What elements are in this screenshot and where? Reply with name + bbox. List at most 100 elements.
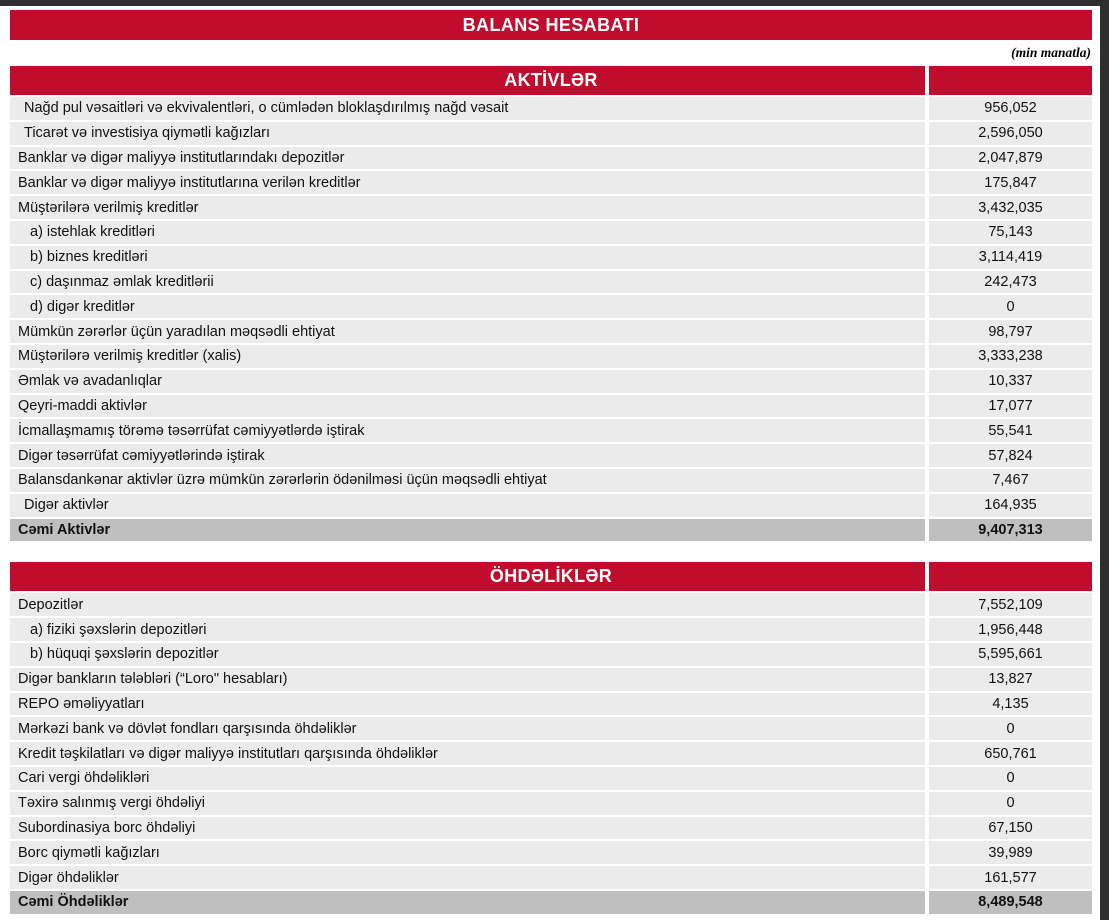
row-label: Borc qiymətli kağızları xyxy=(10,841,925,865)
row-value: 0 xyxy=(929,717,1092,741)
row-label: Digər aktivlər xyxy=(10,493,925,517)
table-row: c) daşınmaz əmlak kreditlərii 242,473 xyxy=(10,270,1092,294)
row-value: 98,797 xyxy=(929,320,1092,343)
table-row: Digər təsərrüfat cəmiyyətlərində iştirak… xyxy=(10,444,1092,467)
table-row: Əmlak və avadanlıqlar 10,337 xyxy=(10,369,1092,393)
row-label: Digər bankların tələbləri (“Loro" hesabl… xyxy=(10,667,925,691)
window-right-border xyxy=(1100,0,1109,920)
table-row: a) fiziki şəxslərin depozitləri 1,956,44… xyxy=(10,618,1092,641)
row-value: 0 xyxy=(929,791,1092,815)
assets-header-banner: AKTİVLƏR xyxy=(10,66,1092,95)
row-value: 956,052 xyxy=(929,97,1092,120)
row-value: 17,077 xyxy=(929,394,1092,418)
row-label: Digər öhdəliklər xyxy=(10,866,925,889)
row-label: a) fiziki şəxslərin depozitləri xyxy=(10,618,925,641)
table-row: a) istehlak kreditləri 75,143 xyxy=(10,220,1092,244)
table-row: Müştərilərə verilmiş kreditlər 3,432,035 xyxy=(10,196,1092,219)
row-value: 10,337 xyxy=(929,369,1092,393)
row-value: 8,489,548 xyxy=(929,890,1092,914)
assets-banner-label-cell xyxy=(10,66,925,95)
liabilities-header: ÖHDƏLİKLƏR xyxy=(489,566,613,587)
row-value: 5,595,661 xyxy=(929,642,1092,666)
row-label: Mərkəzi bank və dövlət fondları qarşısın… xyxy=(10,717,925,741)
row-value: 3,432,035 xyxy=(929,196,1092,219)
liabilities-header-banner: ÖHDƏLİKLƏR xyxy=(10,562,1092,592)
row-label: b) hüquqi şəxslərin depozitlər xyxy=(10,642,925,666)
row-value: 3,114,419 xyxy=(929,245,1092,269)
row-label: Digər təsərrüfat cəmiyyətlərində iştirak xyxy=(10,444,925,467)
row-label: Depozitlər xyxy=(10,593,925,617)
row-label: Təxirə salınmış vergi öhdəliyi xyxy=(10,791,925,815)
table-row: Digər aktivlər 164,935 xyxy=(10,493,1092,517)
assets-header: AKTİVLƏR xyxy=(504,70,598,90)
row-label: Müştərilərə verilmiş kreditlər (xalis) xyxy=(10,344,925,368)
row-value: 39,989 xyxy=(929,841,1092,865)
table-row: Müştərilərə verilmiş kreditlər (xalis) 3… xyxy=(10,344,1092,368)
table-row: d) digər kreditlər 0 xyxy=(10,295,1092,319)
row-value: 161,577 xyxy=(929,866,1092,889)
row-label: Cəmi Öhdəliklər xyxy=(10,890,925,914)
row-value: 67,150 xyxy=(929,816,1092,840)
table-row: İcmallaşmamış törəmə təsərrüfat cəmiyyət… xyxy=(10,419,1092,443)
row-label: Qeyri-maddi aktivlər xyxy=(10,394,925,418)
row-value: 1,956,448 xyxy=(929,618,1092,641)
table-row: Mərkəzi bank və dövlət fondları qarşısın… xyxy=(10,717,1092,741)
row-value: 4,135 xyxy=(929,692,1092,716)
table-row: Banklar və digər maliyyə institutlarında… xyxy=(10,146,1092,170)
assets-section: AKTİVLƏR Nağd pul vəsaitləri və ekvivale… xyxy=(10,66,1092,542)
row-label: Cəmi Aktivlər xyxy=(10,518,925,542)
liabilities-rows: Depozitlər 7,552,109 a) fiziki şəxslərin… xyxy=(10,593,1092,914)
table-row: Borc qiymətli kağızları 39,989 xyxy=(10,841,1092,865)
row-value: 3,333,238 xyxy=(929,344,1092,368)
report-title-banner: BALANS HESABATI xyxy=(10,10,1092,40)
table-row: Digər bankların tələbləri (“Loro" hesabl… xyxy=(10,667,1092,691)
row-value: 242,473 xyxy=(929,270,1092,294)
row-label: Kredit təşkilatları və digər maliyyə ins… xyxy=(10,742,925,765)
row-label: Əmlak və avadanlıqlar xyxy=(10,369,925,393)
row-value: 75,143 xyxy=(929,220,1092,244)
row-label: Mümkün zərərlər üçün yaradılan məqsədli … xyxy=(10,320,925,343)
liabilities-banner-label-cell xyxy=(10,562,925,592)
unit-note: (min manatla) xyxy=(1011,45,1091,60)
table-row: Təxirə salınmış vergi öhdəliyi 0 xyxy=(10,791,1092,815)
row-value: 0 xyxy=(929,295,1092,319)
row-label: Balansdankənar aktivlər üzrə mümkün zərə… xyxy=(10,468,925,492)
row-label: b) biznes kreditləri xyxy=(10,245,925,269)
total-row: Cəmi Aktivlər 9,407,313 xyxy=(10,518,1092,542)
total-row: Cəmi Öhdəliklər 8,489,548 xyxy=(10,890,1092,914)
row-label: Banklar və digər maliyyə institutlarında… xyxy=(10,146,925,170)
row-value: 164,935 xyxy=(929,493,1092,517)
row-value: 175,847 xyxy=(929,171,1092,195)
table-row: Qeyri-maddi aktivlər 17,077 xyxy=(10,394,1092,418)
liabilities-banner-value-cell xyxy=(929,562,1092,592)
row-value: 55,541 xyxy=(929,419,1092,443)
row-label: Banklar və digər maliyyə institutlarına … xyxy=(10,171,925,195)
row-value: 13,827 xyxy=(929,667,1092,691)
table-row: REPO əməliyyatları 4,135 xyxy=(10,692,1092,716)
row-value: 9,407,313 xyxy=(929,518,1092,542)
row-label: Cari vergi öhdəlikləri xyxy=(10,766,925,790)
row-value: 0 xyxy=(929,766,1092,790)
table-row: Subordinasiya borc öhdəliyi 67,150 xyxy=(10,816,1092,840)
row-value: 7,467 xyxy=(929,468,1092,492)
table-row: Kredit təşkilatları və digər maliyyə ins… xyxy=(10,742,1092,765)
table-row: Cari vergi öhdəlikləri 0 xyxy=(10,766,1092,790)
table-row: Digər öhdəliklər 161,577 xyxy=(10,866,1092,889)
row-label: Müştərilərə verilmiş kreditlər xyxy=(10,196,925,219)
table-row: Banklar və digər maliyyə institutlarına … xyxy=(10,171,1092,195)
table-row: b) hüquqi şəxslərin depozitlər 5,595,661 xyxy=(10,642,1092,666)
row-label: Ticarət və investisiya qiymətli kağızlar… xyxy=(10,121,925,145)
row-label: Nağd pul vəsaitləri və ekvivalentləri, o… xyxy=(10,97,925,120)
row-value: 57,824 xyxy=(929,444,1092,467)
assets-rows: Nağd pul vəsaitləri və ekvivalentləri, o… xyxy=(10,97,1092,542)
window-top-border xyxy=(0,0,1109,6)
report-title: BALANS HESABATI xyxy=(462,14,640,35)
assets-banner-value-cell xyxy=(929,66,1092,95)
row-label: İcmallaşmamış törəmə təsərrüfat cəmiyyət… xyxy=(10,419,925,443)
table-row: Mümkün zərərlər üçün yaradılan məqsədli … xyxy=(10,320,1092,343)
row-value: 650,761 xyxy=(929,742,1092,765)
table-row: Ticarət və investisiya qiymətli kağızlar… xyxy=(10,121,1092,145)
table-row: Depozitlər 7,552,109 xyxy=(10,593,1092,617)
balance-report: BALANS HESABATI (min manatla) AKTİVLƏR N… xyxy=(10,10,1092,916)
row-label: a) istehlak kreditləri xyxy=(10,220,925,244)
